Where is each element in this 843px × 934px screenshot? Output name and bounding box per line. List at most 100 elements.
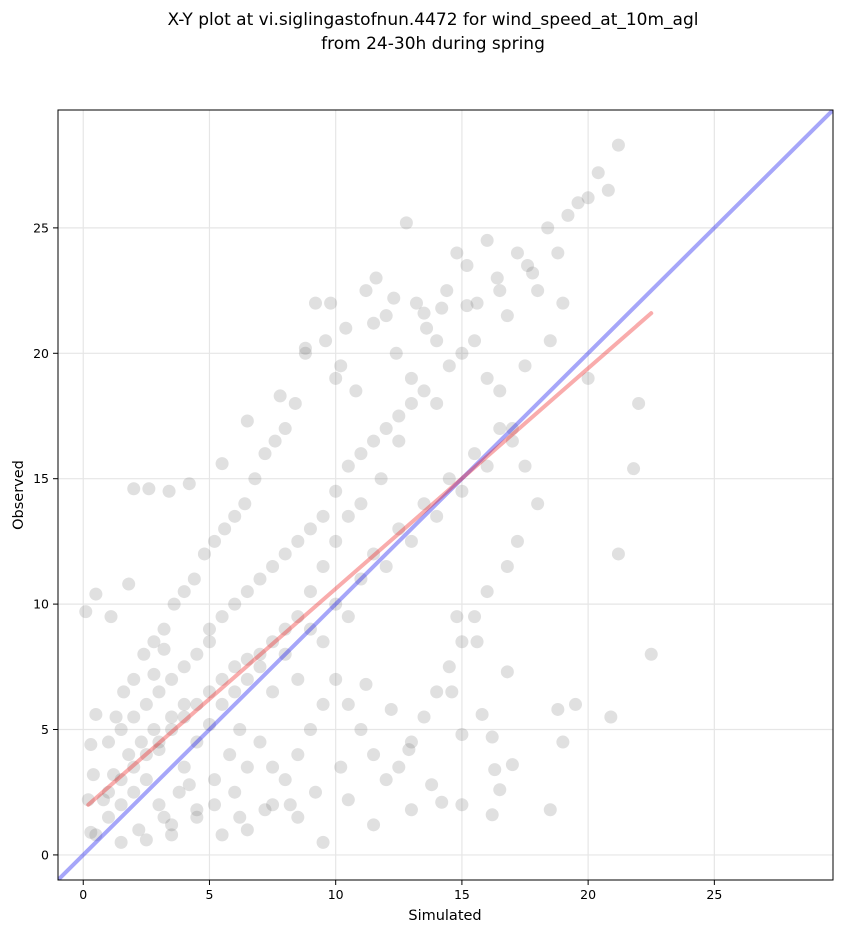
scatter-point-225	[278, 773, 292, 787]
scatter-point-68	[278, 422, 292, 436]
scatter-point-99	[591, 166, 605, 180]
scatter-point-211	[455, 635, 469, 649]
scatter-point-77	[369, 271, 383, 285]
scatter-point-94	[541, 221, 555, 235]
reference-lines	[58, 110, 833, 880]
scatter-point-62	[218, 522, 232, 536]
scatter-point-67	[268, 434, 282, 448]
scatter-point-53	[127, 672, 141, 686]
scatter-point-146	[298, 341, 312, 355]
scatter-point-171	[202, 685, 216, 699]
scatter-point-90	[500, 309, 514, 323]
scatter-point-179	[101, 785, 115, 799]
scatter-point-199	[442, 359, 456, 373]
scatter-point-207	[510, 534, 524, 548]
scatter-point-220	[341, 697, 355, 711]
scatter-point-136	[89, 587, 103, 601]
scatter-point-95	[551, 246, 565, 260]
scatter-point-154	[493, 284, 507, 298]
scatter-point-40	[417, 497, 431, 511]
scatter-point-241	[500, 665, 514, 679]
scatter-point-85	[450, 246, 464, 260]
scatter-point-195	[392, 409, 406, 423]
scatter-point-109	[644, 647, 658, 661]
scatter-point-132	[86, 768, 100, 782]
scatter-point-177	[127, 760, 141, 774]
scatter-point-93	[531, 284, 545, 298]
scatter-point-258	[233, 810, 247, 824]
scatter-point-252	[384, 702, 398, 716]
scatter-point-237	[114, 723, 128, 737]
scatter-point-122	[291, 810, 305, 824]
scatter-point-183	[240, 585, 254, 599]
scatter-point-44	[468, 447, 482, 461]
scatter-point-188	[303, 522, 317, 536]
scatter-point-106	[627, 462, 641, 476]
scatter-point-229	[228, 785, 242, 799]
scatter-point-249	[470, 635, 484, 649]
scatter-point-49	[96, 793, 110, 807]
scatter-point-84	[440, 284, 454, 298]
scatter-point-181	[215, 610, 229, 624]
scatter-point-235	[139, 697, 153, 711]
scatter-point-31	[303, 622, 317, 636]
scatter-point-38	[392, 522, 406, 536]
scatter-point-55	[147, 635, 161, 649]
scatter-point-29	[278, 647, 292, 661]
scatter-point-174	[165, 723, 179, 737]
scatter-point-135	[79, 605, 93, 619]
scatter-points	[79, 138, 658, 849]
scatter-point-155	[526, 266, 540, 280]
scatter-point-108	[611, 547, 625, 561]
scatter-point-7	[165, 818, 179, 832]
scatter-point-257	[258, 803, 272, 817]
scatter-point-165	[278, 622, 292, 636]
scatter-point-11	[190, 803, 204, 817]
scatter-point-152	[435, 301, 449, 315]
scatter-point-245	[475, 707, 489, 721]
scatter-point-63	[228, 509, 242, 523]
scatter-point-126	[190, 810, 204, 824]
scatter-point-192	[354, 447, 368, 461]
scatter-point-206	[531, 497, 545, 511]
scatter-point-215	[404, 735, 418, 749]
scatter-point-100	[601, 183, 615, 197]
scatter-point-138	[122, 577, 136, 591]
scatter-point-259	[208, 798, 222, 812]
scatter-point-39	[404, 534, 418, 548]
scatter-point-69	[288, 396, 302, 410]
scatter-point-103	[556, 296, 570, 310]
scatter-point-175	[152, 735, 166, 749]
scatter-point-24	[223, 748, 237, 762]
scatter-point-145	[273, 389, 287, 403]
scatter-point-250	[425, 778, 439, 792]
scatter-point-111	[569, 697, 583, 711]
chart-title-line-2: from 24-30h during spring	[321, 34, 545, 54]
scatter-point-160	[341, 509, 355, 523]
scatter-point-41	[430, 509, 444, 523]
scatter-point-28	[266, 685, 280, 699]
scatter-point-20	[202, 717, 216, 731]
y-tick-label-1: 5	[41, 722, 49, 737]
scatter-point-142	[182, 477, 196, 491]
scatter-point-123	[266, 798, 280, 812]
scatter-point-89	[490, 271, 504, 285]
scatter-point-232	[177, 660, 191, 674]
y-tick-label-0: 0	[41, 847, 49, 862]
scatter-point-64	[238, 497, 252, 511]
scatter-point-196	[404, 371, 418, 385]
scatter-point-164	[291, 610, 305, 624]
scatter-point-42	[442, 472, 456, 486]
scatter-point-25	[233, 723, 247, 737]
scatter-point-212	[442, 660, 456, 674]
scatter-point-147	[324, 296, 338, 310]
scatter-point-224	[291, 748, 305, 762]
scatter-point-98	[581, 191, 595, 205]
scatter-point-119	[367, 818, 381, 832]
scatter-point-156	[404, 396, 418, 410]
scatter-point-190	[329, 484, 343, 498]
scatter-point-5	[152, 798, 166, 812]
scatter-point-222	[316, 697, 330, 711]
scatter-point-191	[341, 459, 355, 473]
